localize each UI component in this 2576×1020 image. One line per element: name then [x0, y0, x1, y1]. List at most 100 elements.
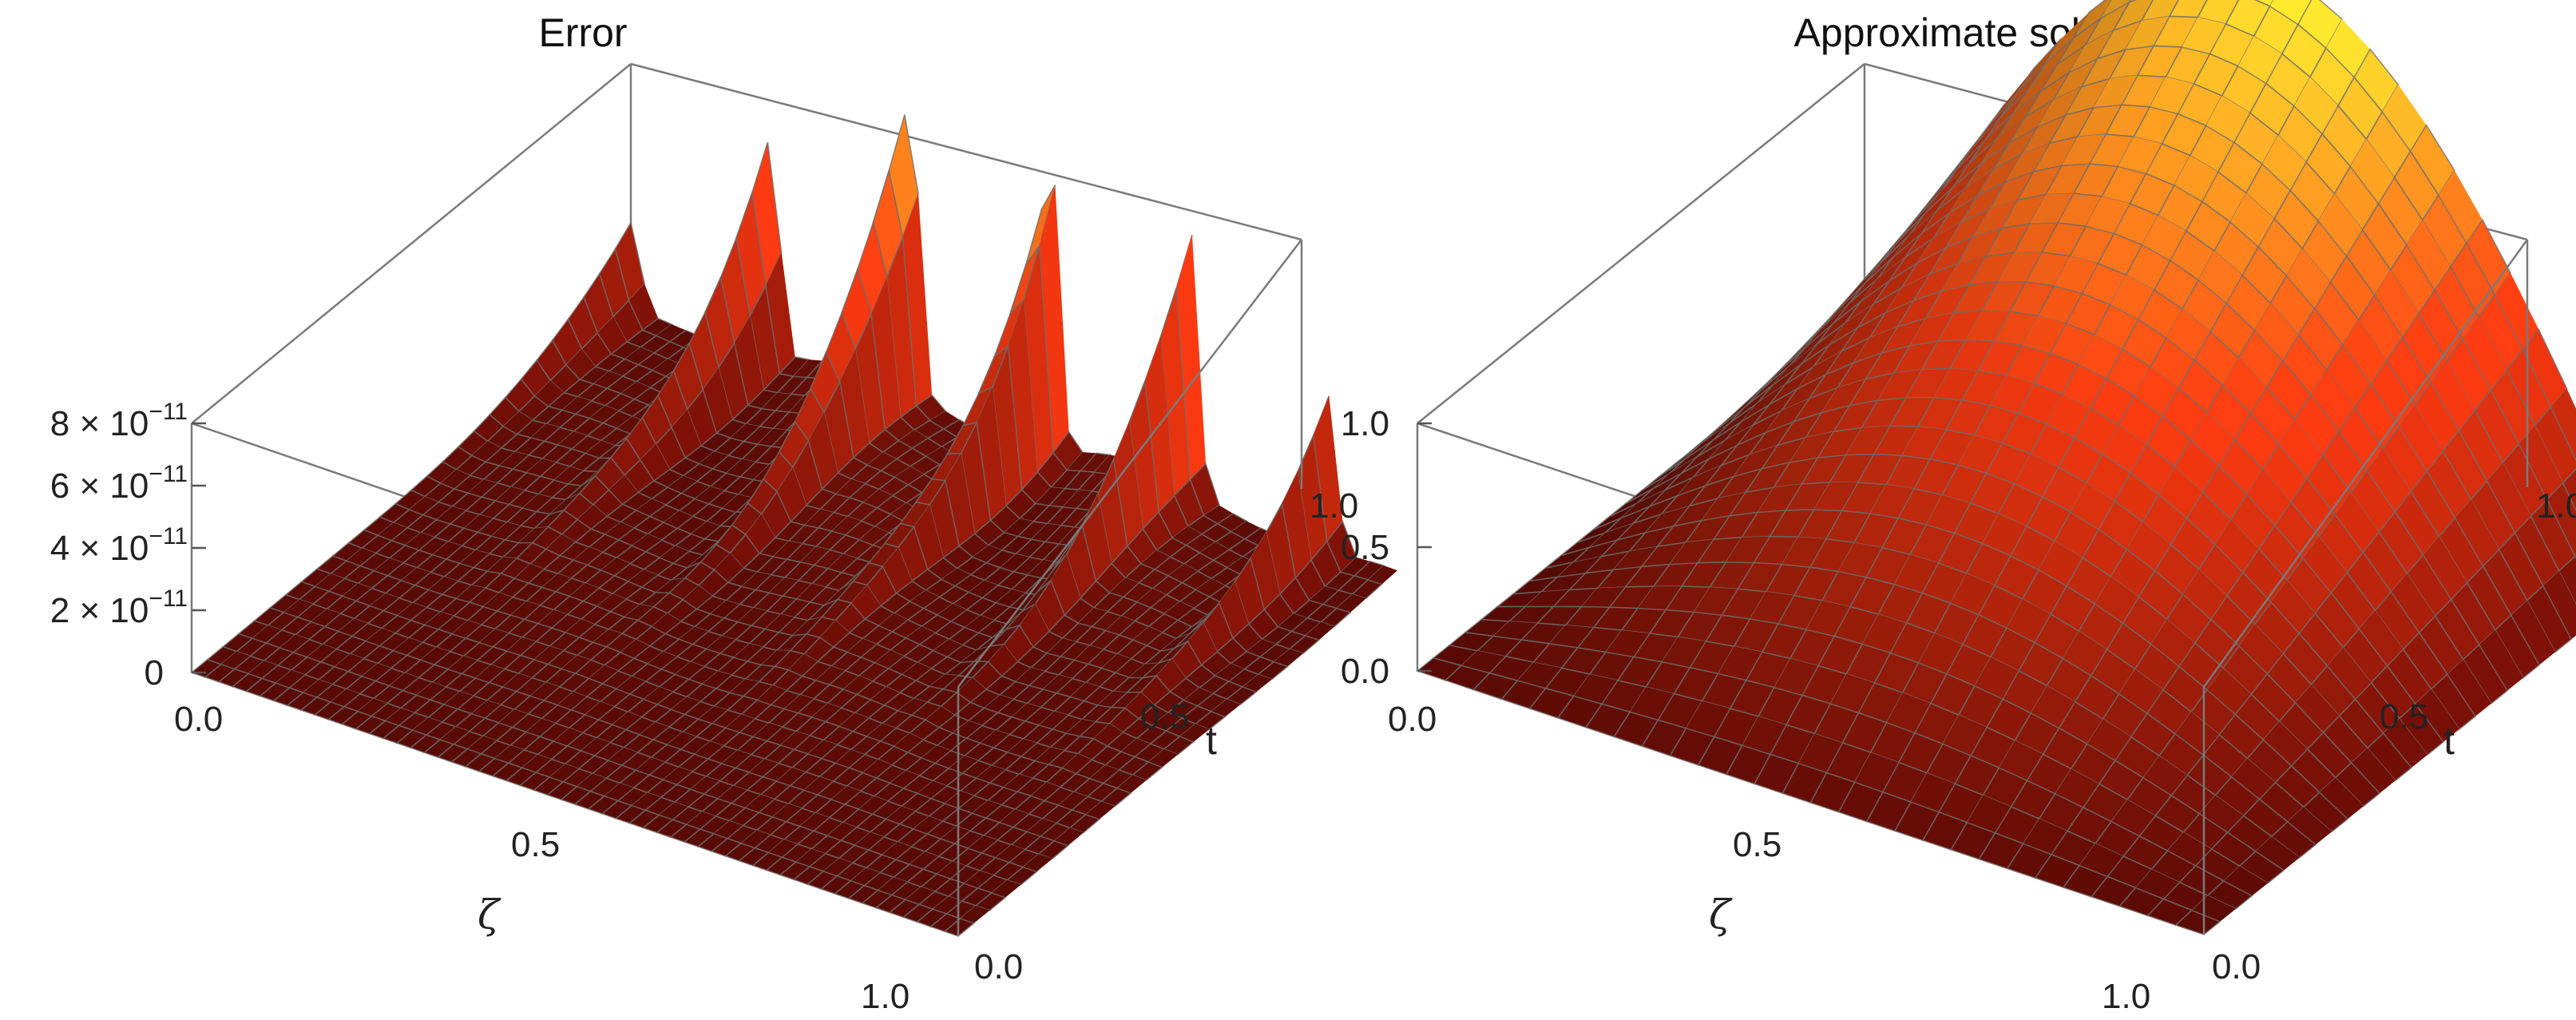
surface-patch: [452, 620, 482, 639]
surface-patch: [937, 603, 967, 621]
surface-patch: [1101, 653, 1131, 673]
surface-patch: [773, 541, 803, 560]
chart-title: Error: [538, 10, 627, 55]
surface-patch: [2062, 134, 2106, 166]
surface-patch: [995, 844, 1025, 863]
surface-patch: [953, 720, 982, 739]
surface-patch: [2335, 492, 2380, 553]
surface-patch: [409, 496, 439, 515]
surface-patch: [1653, 456, 1698, 489]
surface-patch: [945, 791, 974, 809]
surface-patch: [2447, 659, 2491, 716]
surface-patch: [1669, 539, 1714, 565]
surface-patch: [851, 585, 881, 620]
surface-patch: [1140, 550, 1171, 570]
surface-patch: [1336, 593, 1366, 613]
surface-patch: [2230, 192, 2275, 248]
surface-patch: [1845, 426, 1890, 455]
surface-patch: [1120, 738, 1151, 757]
surface-patch: [2382, 84, 2427, 152]
surface-patch: [1966, 310, 2011, 341]
surface-patch: [687, 544, 717, 568]
surface-patch: [788, 653, 818, 677]
surface-patch: [529, 682, 560, 701]
surface-patch: [636, 498, 666, 517]
surface-patch: [315, 574, 345, 592]
surface-patch: [1109, 577, 1139, 597]
surface-patch: [882, 842, 912, 860]
surface-patch: [549, 764, 579, 782]
surface-patch: [2287, 807, 2332, 845]
surface-patch: [2013, 64, 2058, 113]
surface-patch: [799, 812, 830, 831]
surface-patch: [1068, 813, 1101, 834]
surface-patch: [1085, 801, 1116, 820]
surface-patch: [577, 505, 607, 530]
surface-patch: [521, 754, 552, 773]
surface-patch: [691, 521, 721, 539]
surface-patch: [2562, 468, 2576, 512]
surface-patch: [2118, 669, 2163, 714]
surface-patch: [850, 867, 881, 886]
surface-patch: [741, 572, 771, 590]
surface-patch: [1031, 523, 1061, 542]
surface-patch: [2222, 358, 2267, 414]
surface-patch: [777, 467, 806, 522]
surface-patch: [1853, 327, 1898, 363]
surface-patch: [2237, 36, 2282, 84]
y-axis-label: t: [2443, 718, 2455, 763]
surface-patch: [1685, 423, 1730, 459]
surface-patch: [933, 896, 962, 915]
x-axis-label: ζ: [478, 891, 501, 938]
surface-patch: [757, 685, 787, 705]
surface-patch: [518, 526, 549, 543]
surface-patch: [1015, 668, 1045, 686]
surface-patch: [502, 673, 533, 692]
surface-patch: [1789, 431, 1834, 462]
y-tick-label: 0.0: [2212, 947, 2261, 986]
surface-patch: [702, 671, 732, 689]
surface-patch: [2174, 909, 2221, 935]
surface-patch: [1982, 514, 2027, 556]
surface-patch: [2158, 466, 2203, 518]
z-tick-label: 8 × 10−11: [50, 399, 206, 443]
surface-patch: [811, 703, 842, 722]
surface-patch: [644, 686, 673, 704]
surface-patch: [2030, 193, 2075, 224]
surface-patch: [2207, 668, 2252, 715]
surface-patch: [581, 737, 611, 756]
surface-patch: [624, 347, 655, 365]
surface-patch: [1062, 753, 1092, 774]
surface-patch: [648, 651, 677, 669]
surface-patch: [999, 809, 1029, 828]
surface-patch: [1368, 566, 1397, 585]
surface-patch: [734, 316, 764, 406]
surface-patch: [592, 629, 623, 647]
surface-patch: [1621, 490, 1666, 518]
surface-patch: [2094, 576, 2139, 624]
surface-patch: [1132, 626, 1163, 646]
surface-patch: [370, 593, 399, 611]
surface-patch: [2014, 454, 2059, 497]
y-axis-label: t: [1206, 718, 1217, 763]
surface-patch: [839, 712, 869, 732]
surface-patch: [2438, 170, 2483, 244]
surface-patch: [2069, 30, 2114, 73]
surface-patch: [660, 546, 689, 564]
surface-patch: [1011, 703, 1041, 721]
surface-patch: [491, 522, 521, 540]
z-tick-label: 0.5: [1341, 528, 1432, 567]
surface-patch: [737, 607, 767, 626]
surface-patch: [977, 387, 1006, 521]
surface-patch: [769, 577, 799, 597]
surface-patch: [557, 431, 588, 449]
surface-patch: [2295, 684, 2340, 733]
surface-patch: [1549, 625, 1594, 648]
surface-patch: [503, 411, 533, 435]
surface-patch: [2175, 712, 2220, 756]
surface-patch: [1179, 724, 1210, 742]
surface-patch: [972, 800, 1002, 819]
surface-patch: [1924, 163, 1970, 214]
surface-patch: [1637, 586, 1682, 610]
surface-patch: [894, 732, 924, 752]
